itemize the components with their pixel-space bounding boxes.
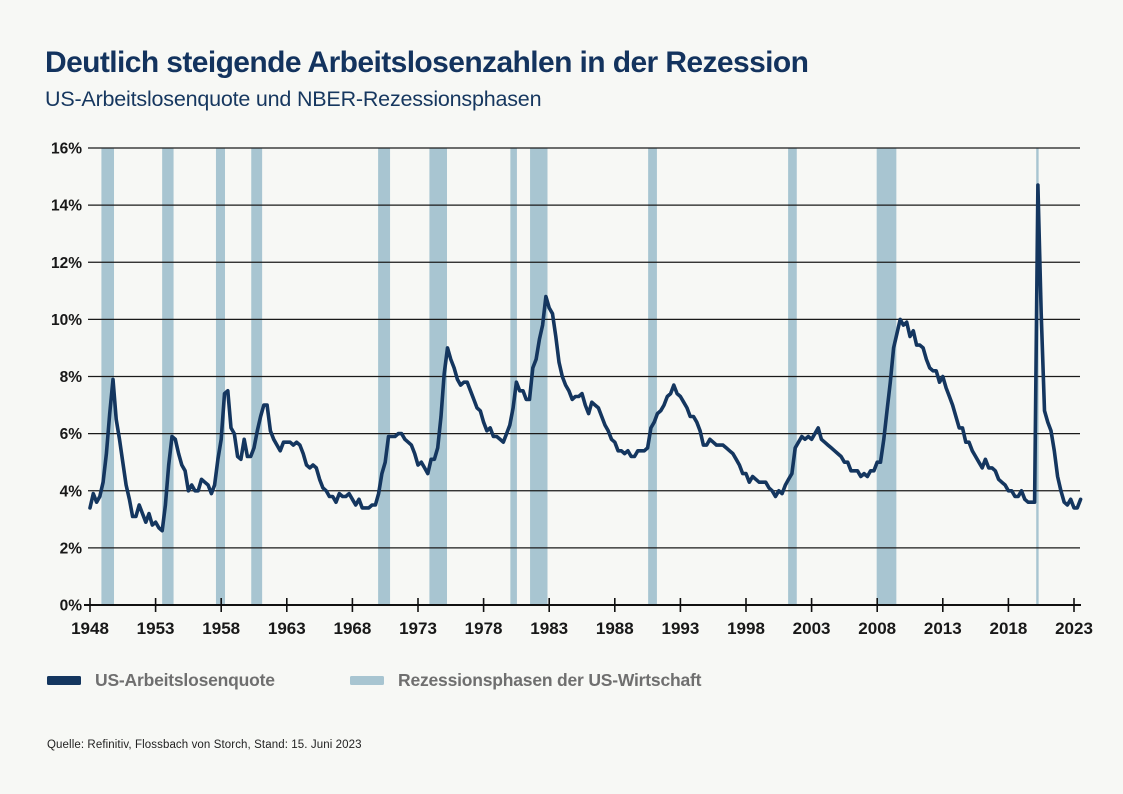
y-tick-label: 12% xyxy=(51,255,82,272)
unemployment-line xyxy=(88,183,1083,533)
y-tick-label: 0% xyxy=(60,598,83,615)
x-tick-label: 1983 xyxy=(530,619,568,638)
x-tick-label: 2023 xyxy=(1055,619,1093,638)
unemployment-chart: 0% 2% 4% 6% 8% 10% 12% 14% 16% 1948 1953 1958 1963 19… xyxy=(51,141,1093,639)
y-tick-label: 6% xyxy=(60,426,83,443)
x-tick-label: 2008 xyxy=(858,619,896,638)
x-tick-label: 1958 xyxy=(202,619,240,638)
y-tick-label: 8% xyxy=(60,369,83,386)
legend-item-unemployment: US-Arbeitslosenquote xyxy=(47,668,275,692)
x-tick-label: 2013 xyxy=(924,619,962,638)
chart-title: Deutlich steigende Arbeitslosenzahlen in… xyxy=(45,46,809,79)
x-tick-label: 2003 xyxy=(793,619,831,638)
legend-label-recession: Rezessionsphasen der US-Wirtschaft xyxy=(398,669,702,690)
legend: US-Arbeitslosenquote Rezessionsphasen de… xyxy=(47,668,1077,692)
x-tick-label: 1988 xyxy=(596,619,634,638)
y-tick-label: 2% xyxy=(60,540,83,557)
x-tick-label: 1948 xyxy=(71,619,109,638)
chart-subtitle: US-Arbeitslosenquote und NBER-Rezessions… xyxy=(45,87,542,111)
legend-swatch-line xyxy=(47,675,81,685)
y-tick-label: 14% xyxy=(51,198,82,215)
y-tick-label: 10% xyxy=(51,312,82,329)
x-tick-label: 1973 xyxy=(399,619,437,638)
x-tick-label: 1968 xyxy=(333,619,371,638)
legend-swatch-band xyxy=(350,675,384,685)
source-note: Quelle: Refinitiv, Flossbach von Storch,… xyxy=(47,739,362,751)
x-tick-label: 1963 xyxy=(268,619,306,638)
y-tick-label: 4% xyxy=(60,483,83,500)
x-tick-label: 1953 xyxy=(137,619,175,638)
x-tick-label: 1998 xyxy=(727,619,765,638)
legend-item-recession: Rezessionsphasen der US-Wirtschaft xyxy=(350,668,701,692)
x-tick-label: 1993 xyxy=(661,619,699,638)
x-tick-label: 1978 xyxy=(465,619,503,638)
legend-label-unemployment: US-Arbeitslosenquote xyxy=(95,669,275,690)
x-tick-label: 2018 xyxy=(989,619,1027,638)
y-tick-label: 16% xyxy=(51,141,82,158)
